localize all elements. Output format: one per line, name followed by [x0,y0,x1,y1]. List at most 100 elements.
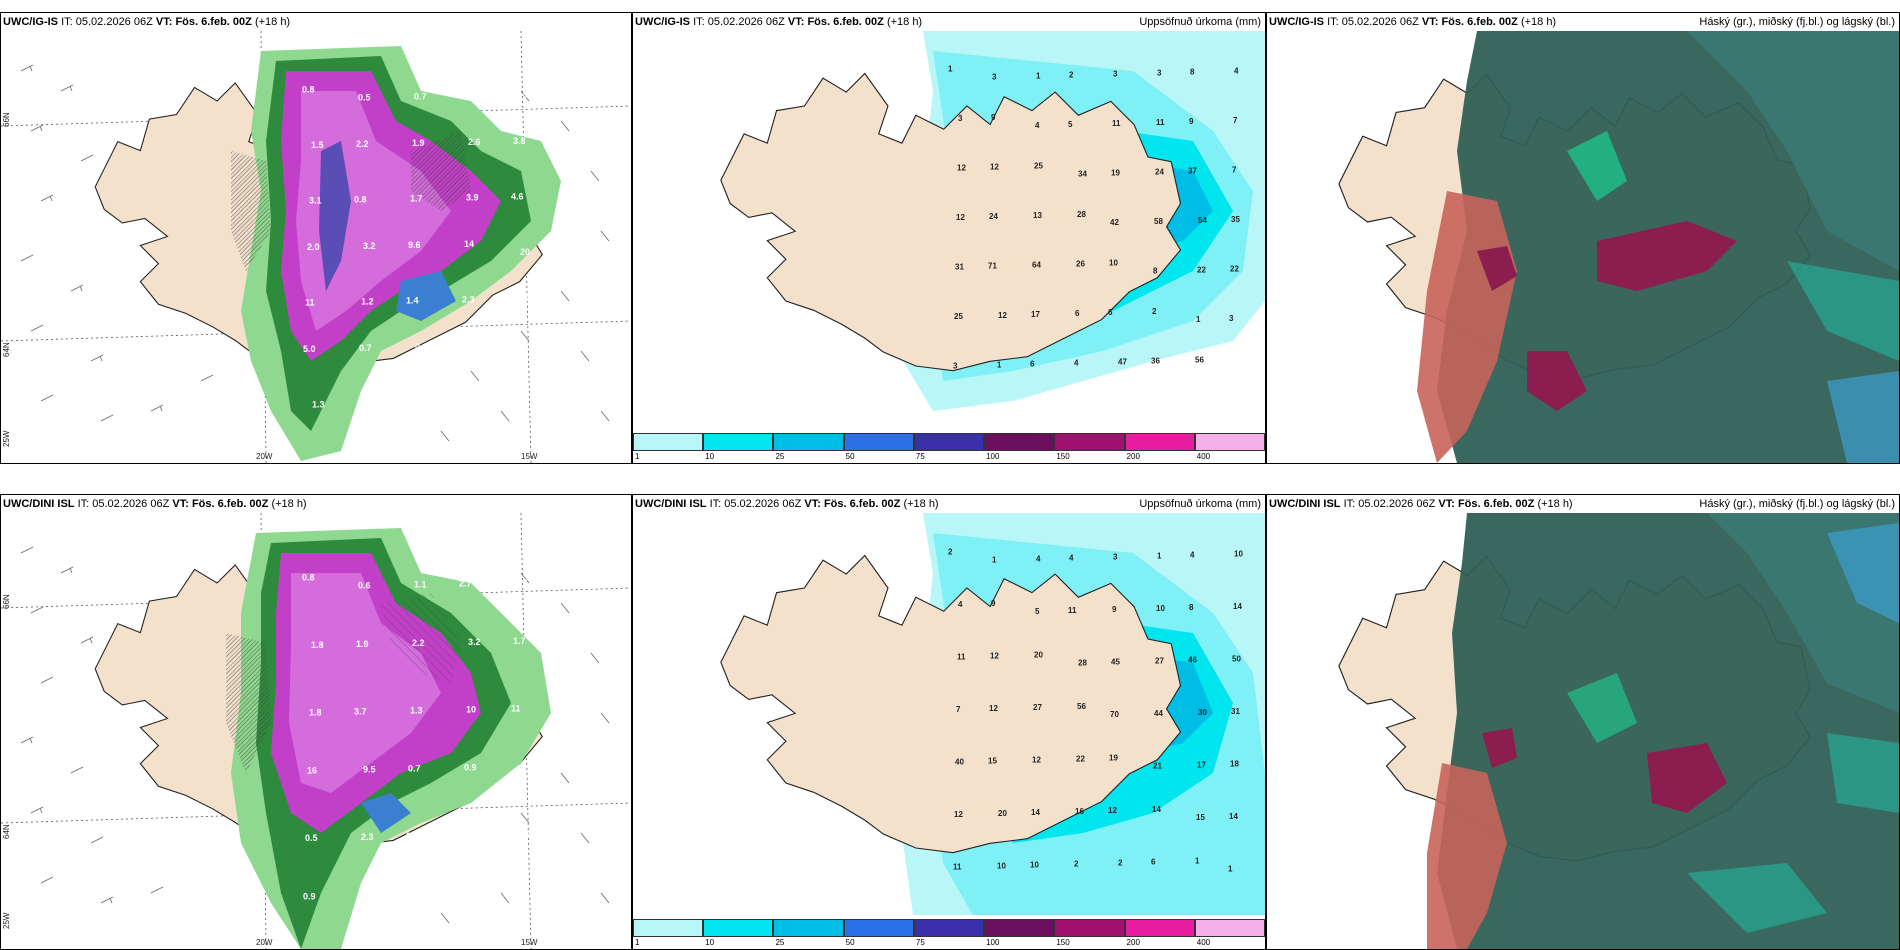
lon-label-25w: 25W [2,430,11,447]
value-label: 2.2 [412,638,425,648]
value-label: 31 [955,263,964,272]
value-label: 12 [954,810,963,819]
value-label: 1.6 [515,578,528,588]
value-label: 10 [1234,550,1243,559]
value-label: 5.4 [518,829,531,839]
value-label: 1 [948,64,953,73]
value-label: 0.9 [464,763,477,773]
value-label: 31 [1231,707,1240,716]
colorbar-tick-label: 10 [705,938,715,947]
value-label: 3 [953,362,958,371]
value-label: 1.1 [414,580,427,590]
value-label: 1.5 [311,140,324,150]
value-label: 2 [1069,70,1074,79]
lat-label-66n: 66N [2,112,11,127]
panel-top-right: UWC/IG-IS IT: 05.02.2026 06Z VT: Fös. 6.… [1266,12,1900,464]
value-label: 18 [1230,759,1239,768]
value-label: 7 [1233,116,1238,125]
cloud-cover-map [1267,513,1899,949]
value-label: 3 [1113,553,1118,562]
lon-label-20w: 20W [256,452,273,461]
value-label: 11 [953,862,962,871]
value-label: 12 [1032,755,1041,764]
value-label: 46 [1188,656,1197,665]
value-label: 1 [1157,552,1162,561]
value-label: 42 [1110,218,1119,227]
value-label: 0.8 [302,85,315,95]
value-label: 0.6 [516,349,529,359]
colorbar-tick-label: 25 [775,938,785,947]
panel-top-left: UWC/IG-IS IT: 05.02.2026 06Z VT: Fös. 6.… [0,12,632,464]
value-label: 25 [1034,161,1043,170]
precip-values-layer: 0.8 0.5 0.7 0.9 0.8 1.5 2.2 1.9 2.6 3.8 3.1 0.8 1.7 3… [302,85,531,410]
wind-barbs [20,546,610,924]
value-label: 7 [956,705,961,714]
value-label: 1 [1036,71,1041,80]
value-label: 1.2 [361,296,374,306]
value-label: 9 [1189,117,1194,126]
value-label: 0.8 [359,890,372,900]
value-label: 3.1 [309,196,322,206]
value-label: 11 [1068,606,1077,615]
value-label: 17 [1031,310,1040,319]
value-label: 0.7 [408,764,421,774]
panel-header: UWC/IG-IS IT: 05.02.2026 06Z VT: Fös. 6.… [635,16,923,28]
colorbar-tick-label: 75 [915,938,925,947]
value-label: 1 [1195,856,1200,865]
value-label: 0.5 [358,93,371,103]
value-label: 35 [1231,215,1240,224]
colorbar-tick-label: 150 [1056,938,1070,947]
value-label: 27 [1033,703,1042,712]
value-label: 4 [1074,359,1079,368]
value-label: 1.9 [356,639,369,649]
lon-label-25w: 25W [2,912,11,929]
value-label: 3 [1113,69,1118,78]
value-label: 1.3 [312,399,325,409]
value-label: 1.4 [406,295,419,305]
value-label: 1.7 [410,194,423,204]
value-label: 9 [991,113,996,122]
value-label: 10 [1109,259,1118,268]
value-label: 4 [1190,551,1195,560]
wind-precip-map: 0.8 0.5 0.7 0.9 0.8 1.5 2.2 1.9 2.6 3.8 3.1 0.8 1.7 3… [1,31,631,463]
value-label: 11 [957,653,966,662]
value-label: 1 [997,361,1002,370]
colorbar-tick-label: 1 [635,452,640,461]
value-label: 11 [1156,118,1165,127]
value-label: 71 [988,262,997,271]
lon-label-15w: 15W [521,452,538,461]
value-label: 2 [1152,307,1157,316]
colorbar-tick-label: 200 [1126,452,1140,461]
value-label: 2.2 [356,139,369,149]
panel-top-middle: UWC/IG-IS IT: 05.02.2026 06Z VT: Fös. 6.… [632,12,1266,464]
value-label: 28 [1078,659,1087,668]
value-label: 11 [511,703,521,713]
value-label: 10 [1156,604,1165,613]
value-label: 8 [1153,267,1158,276]
value-label: 3 [992,72,997,81]
colorbar-tick-label: 10 [705,452,715,461]
value-label: 24 [1155,167,1164,176]
value-label: 3.8 [513,136,526,146]
colorbar-tick-label: 1 [635,938,640,947]
colorbar-tick-label: 400 [1196,452,1211,461]
value-label: 21 [1153,761,1162,770]
value-label: 1.8 [309,707,322,717]
value-label: 64 [1032,261,1041,270]
value-label: 12 [990,162,999,171]
colorbar-swatch [1054,433,1125,451]
value-label: 34 [1078,169,1087,178]
value-label: 5 [1035,607,1040,616]
value-label: 37 [1188,166,1197,175]
colorbar-swatch [913,919,985,937]
value-label: 8 [1189,603,1194,612]
value-label: 2.7 [459,579,472,589]
value-label: 8 [1190,67,1195,76]
value-label: 6 [1108,308,1113,317]
colorbar-tick-label: 200 [1126,938,1140,947]
panel-header: UWC/IG-IS IT: 05.02.2026 06Z VT: Fös. 6.… [1269,16,1557,28]
colorbar-tick-label: 100 [986,452,1000,461]
colorbar-swatch [773,919,844,937]
colorbar-swatch [1054,919,1125,937]
